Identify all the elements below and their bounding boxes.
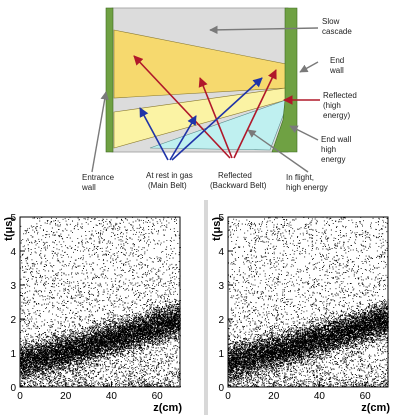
y-tick-label: 3 xyxy=(218,281,224,292)
y-axis-label: t(μs) xyxy=(211,217,223,241)
y-tick-label: 0 xyxy=(10,383,16,394)
entrance-wall-arrow xyxy=(91,91,109,173)
detector-diagram: Slow cascade End wall Reflected (high en… xyxy=(81,7,359,192)
y-tick-label: 2 xyxy=(10,315,16,326)
x-tick-label: 40 xyxy=(314,391,326,402)
axis-ticks: 0 20 40 60 0 1 2 3 4 5 xyxy=(10,213,163,402)
label-end-wall-high: End wall high energy xyxy=(321,135,353,164)
y-tick-label: 3 xyxy=(10,281,16,292)
scatter-points xyxy=(228,216,389,388)
y-tick-label: 4 xyxy=(10,247,16,258)
y-tick-label: 5 xyxy=(10,213,16,224)
x-tick-label: 20 xyxy=(268,391,280,402)
x-axis-label: z(cm) xyxy=(361,402,390,414)
label-at-rest: At rest in gas (Main Belt) xyxy=(146,171,195,190)
y-tick-label: 1 xyxy=(10,349,16,360)
reflected-arrow-2 xyxy=(198,77,233,159)
slow-cascade-arrow xyxy=(209,25,319,35)
axis-ticks: 0 20 40 60 0 1 2 3 4 5 xyxy=(218,213,371,402)
y-tick-label: 2 xyxy=(218,315,224,326)
scatter-points xyxy=(20,216,181,388)
label-reflected-high: Reflected (high energy) xyxy=(323,91,359,120)
label-end-wall: End wall xyxy=(329,56,346,75)
label-in-flight: In flight, high energy xyxy=(286,173,328,192)
x-tick-label: 60 xyxy=(152,391,164,402)
end-wall-high-arrow xyxy=(289,125,319,141)
label-entrance-wall: Entrance wall xyxy=(81,173,116,192)
y-tick-label: 1 xyxy=(218,349,224,360)
plot-divider xyxy=(204,200,208,415)
plot-frame xyxy=(19,216,181,388)
label-slow-cascade: Slow cascade xyxy=(322,17,352,36)
label-reflected-backward: Reflected (Backward Belt) xyxy=(210,171,267,190)
y-tick-label: 4 xyxy=(218,247,224,258)
at-rest-arrow-2 xyxy=(169,115,197,161)
x-axis-label: z(cm) xyxy=(153,402,182,414)
at-rest-arrow-3 xyxy=(171,77,263,161)
x-tick-label: 0 xyxy=(225,391,231,402)
scatter-plot-right: 0 20 40 60 0 1 2 3 4 5 z(cm) t(μs) xyxy=(211,213,390,414)
reflected-arrow-3 xyxy=(233,69,277,159)
plot-frame xyxy=(227,216,389,388)
x-tick-label: 0 xyxy=(17,391,23,402)
x-tick-label: 40 xyxy=(106,391,118,402)
scatter-point-cloud xyxy=(228,216,389,388)
in-flight-arrow xyxy=(247,129,309,173)
end-wall-arrow xyxy=(299,61,319,73)
x-tick-label: 20 xyxy=(60,391,72,402)
y-axis-label: t(μs) xyxy=(3,217,15,241)
y-tick-label: 0 xyxy=(218,383,224,394)
scatter-point-cloud xyxy=(20,216,181,388)
scatter-plot-left: 0 20 40 60 0 1 2 3 4 5 z(cm) t(μs) xyxy=(3,213,182,414)
y-tick-label: 5 xyxy=(218,213,224,224)
at-rest-arrow-1 xyxy=(139,107,169,161)
entrance-wall-shape xyxy=(105,7,114,153)
reflected-arrow-1 xyxy=(133,55,231,159)
x-tick-label: 60 xyxy=(360,391,372,402)
